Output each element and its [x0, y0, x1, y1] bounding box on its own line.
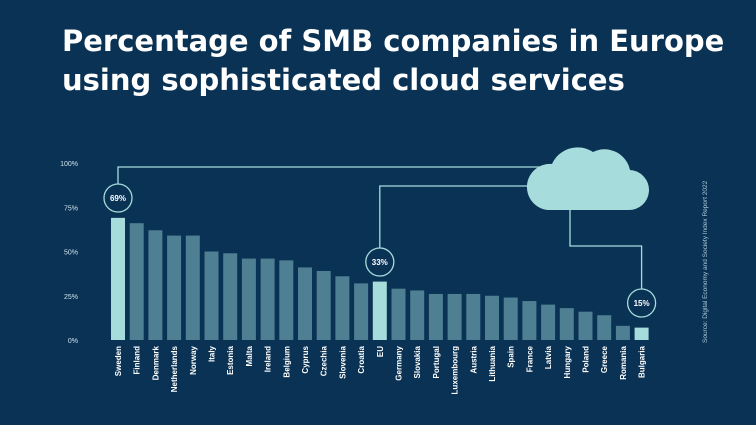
category-label: Luxembourg — [451, 346, 460, 395]
connector-line — [117, 166, 560, 184]
y-tick-label: 0% — [68, 338, 78, 345]
connector-line — [379, 185, 560, 248]
bar-netherlands — [167, 235, 182, 340]
bar-denmark — [148, 230, 163, 340]
category-label: Slovenia — [338, 345, 347, 378]
bar-greece — [597, 315, 612, 340]
callout-circle — [626, 288, 657, 318]
callouts: 69% 33% 15% — [103, 183, 657, 318]
category-label: Croatia — [357, 345, 366, 373]
source-note: Source: Digital Economy and Society Inde… — [702, 180, 709, 343]
category-label: Austria — [469, 345, 478, 373]
bar-poland — [578, 311, 593, 340]
callout-connectors — [117, 166, 643, 289]
callout-circle — [365, 247, 395, 277]
bar-austria — [466, 293, 481, 340]
bar-malta — [241, 258, 256, 340]
category-label: Denmark — [151, 345, 160, 380]
category-label: Bulgaria — [638, 345, 647, 378]
bar-sweden — [111, 217, 125, 340]
category-label: Sweden — [114, 346, 123, 376]
cloud-icon — [526, 147, 650, 211]
category-label: Hungary — [563, 345, 572, 378]
chart-title-line1: Percentage of SMB companies in Europe — [62, 24, 725, 58]
bar-italy — [204, 251, 219, 340]
bar-slovenia — [335, 276, 350, 340]
bar-croatia — [354, 283, 369, 340]
category-label: Norway — [189, 345, 198, 374]
category-label: EU — [376, 346, 385, 357]
bar-luxembourg — [447, 293, 462, 340]
category-label: Cyprus — [301, 345, 310, 373]
y-axis: 0% 25% 50% 75% 100% — [60, 161, 78, 345]
category-label: Czechia — [320, 345, 329, 376]
bar-slovakia — [410, 290, 425, 340]
bar-norway — [185, 235, 200, 340]
category-label: Latvia — [544, 345, 553, 369]
connector-line — [569, 208, 643, 289]
bar-estonia — [223, 253, 238, 340]
callout-value: 15% — [634, 299, 650, 308]
callout-value: 33% — [372, 258, 388, 267]
bar-france — [522, 301, 537, 340]
chart-title: Percentage of SMB companies in Europe us… — [62, 22, 742, 100]
bar-spain — [503, 297, 518, 340]
callout-circle — [103, 183, 133, 213]
category-label: Greece — [600, 345, 609, 373]
category-label: Romania — [619, 345, 628, 379]
x-axis-labels: Sweden Finland Denmark Netherlands Norway Ita… — [114, 345, 647, 394]
category-label: Netherlands — [170, 345, 179, 392]
bars — [111, 217, 649, 340]
category-label: Ireland — [264, 346, 273, 372]
category-label: Finland — [133, 346, 142, 375]
bar-latvia — [541, 304, 556, 340]
category-label: Germany — [395, 345, 404, 380]
bar-hungary — [559, 308, 574, 340]
cloud-shape — [526, 147, 650, 211]
bar-lithuania — [485, 295, 499, 340]
bar-czechia — [316, 270, 331, 340]
bar-bulgaria — [634, 327, 649, 340]
y-tick-label: 100% — [60, 161, 78, 168]
category-label: Estonia — [226, 345, 235, 374]
category-label: Italy — [208, 345, 217, 362]
callout-value: 69% — [110, 194, 126, 203]
category-label: Malta — [245, 345, 254, 366]
category-label: France — [525, 345, 534, 372]
bar-romania — [615, 325, 630, 340]
y-tick-label: 25% — [64, 294, 78, 301]
category-label: Portugal — [432, 346, 441, 378]
category-label: Lithuania — [488, 345, 497, 381]
bar-finland — [129, 223, 144, 340]
y-tick-label: 75% — [64, 205, 78, 212]
bar-ireland — [260, 258, 275, 340]
chart-title-line2: using sophisticated cloud services — [62, 63, 625, 97]
y-tick-label: 50% — [64, 250, 78, 257]
bar-cyprus — [298, 267, 312, 340]
bar-germany — [391, 288, 406, 340]
category-label: Slovakia — [413, 345, 422, 378]
bar-belgium — [279, 260, 294, 340]
category-label: Belgium — [282, 346, 291, 378]
category-label: Poland — [582, 346, 591, 373]
bar-portugal — [428, 293, 443, 340]
category-label: Spain — [507, 346, 516, 368]
bar-eu — [372, 281, 387, 340]
